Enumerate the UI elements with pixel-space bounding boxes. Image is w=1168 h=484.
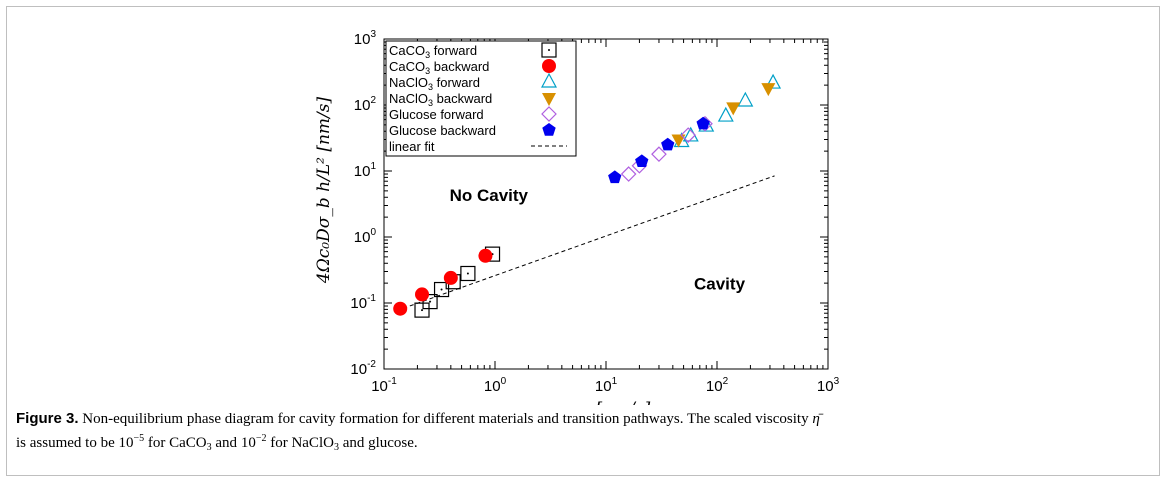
- point-caco3-forward: [460, 265, 476, 282]
- point-naclo3-forward: [765, 73, 782, 89]
- point-glucose-forward: [680, 127, 697, 143]
- point-caco3-forward: [422, 294, 438, 310]
- y-tick-label: 10-1: [350, 293, 376, 312]
- y-tick-label: 103: [354, 29, 377, 48]
- cavity-label: Cavity: [694, 275, 746, 294]
- legend-label-naclo3-forward: NaClO3 forward: [389, 75, 480, 92]
- square-marker: [541, 42, 557, 58]
- legend-box: [385, 40, 577, 157]
- y-axis-title: 4Ωc₀Dσ_b h/L² [nm/s]: [314, 97, 334, 285]
- legend-label-glucose-backward: Glucose backward: [389, 123, 496, 138]
- caption-label: Figure 3.: [16, 410, 79, 427]
- point-naclo3-backward: [761, 83, 776, 97]
- x-tick-label: 103: [817, 376, 840, 395]
- point-naclo3-forward: [717, 106, 734, 122]
- legend-label-glucose-forward: Glucose forward: [389, 107, 484, 122]
- point-caco3-backward: [443, 270, 458, 285]
- caption-base-2: 10: [240, 435, 256, 451]
- point-naclo3-backward: [671, 134, 686, 148]
- point-naclo3-forward: [737, 91, 754, 107]
- point-glucose-backward: [608, 170, 622, 184]
- caption-exp-1: −5: [133, 433, 145, 444]
- point-naclo3-backward: [726, 102, 741, 116]
- point-caco3-forward: [433, 281, 450, 298]
- legend-label-naclo3-backward: NaClO3 backward: [389, 91, 492, 108]
- y-tick-label: 102: [354, 95, 377, 114]
- point-glucose-forward: [651, 146, 667, 163]
- point-glucose-forward: [620, 166, 637, 182]
- caption-sub-1: 3: [206, 442, 212, 453]
- caption-text-4: and: [211, 435, 241, 451]
- legend-marker-glucose-backward: [542, 123, 556, 136]
- square-marker-dot: [421, 309, 424, 312]
- legend-label-linear-fit: linear fit: [389, 139, 435, 154]
- figure-caption: Figure 3. Non-equilibrium phase diagram …: [16, 409, 1146, 457]
- x-axis-title: u_z [nm/s]: [562, 399, 651, 405]
- legend-marker-glucose-forward: [541, 106, 557, 122]
- caption-text-1: Non-equilibrium phase diagram for cavity…: [78, 411, 813, 427]
- point-glucose-backward: [696, 116, 710, 130]
- legend-label-caco3-forward: CaCO3 forward: [389, 43, 477, 60]
- caption-text-2: is assumed to be: [16, 435, 119, 451]
- point-caco3-backward: [415, 287, 430, 302]
- figure-frame: [6, 6, 1160, 476]
- data-points: [393, 73, 782, 318]
- square-marker: [422, 294, 438, 310]
- y-tick-label: 100: [354, 227, 377, 246]
- no-cavity-label: No Cavity: [450, 186, 529, 205]
- legend-marker-naclo3-forward: [540, 72, 558, 88]
- caption-text-6: and glucose.: [338, 435, 418, 451]
- point-glucose-backward: [635, 154, 649, 167]
- caption-base-1: 10: [118, 435, 134, 451]
- caption-exp-2: −2: [255, 433, 267, 444]
- y-tick-label: 101: [354, 161, 377, 180]
- x-tick-label: 100: [484, 376, 507, 395]
- square-marker-dot: [548, 49, 550, 51]
- legend-label-caco3-backward: CaCO3 backward: [389, 59, 489, 76]
- square-marker: [414, 302, 430, 318]
- square-marker-dot: [429, 300, 432, 303]
- square-marker-dot: [440, 288, 443, 291]
- x-tick-label: 10-1: [371, 376, 397, 395]
- x-tick-label: 102: [706, 376, 729, 395]
- square-marker: [460, 265, 476, 282]
- x-tick-label: 101: [595, 376, 618, 395]
- caption-text-3: for CaCO: [144, 435, 207, 451]
- point-caco3-backward: [393, 301, 408, 316]
- point-glucose-backward: [661, 137, 675, 151]
- point-caco3-backward: [478, 248, 493, 263]
- square-marker: [433, 281, 450, 298]
- y-tick-label: 10-2: [350, 359, 376, 378]
- legend-marker-caco3-forward: [541, 42, 557, 58]
- caption-text-5: for NaClO: [266, 435, 334, 451]
- caption-sub-2: 3: [333, 442, 339, 453]
- y-tick-labels: 10-2 10-1 100 101 102 103: [350, 29, 376, 378]
- legend-marker-naclo3-backward: [542, 93, 556, 106]
- caption-eta: η̄: [812, 411, 820, 427]
- square-marker-dot: [466, 272, 469, 275]
- x-tick-labels: 10-1 100 101 102 103: [371, 376, 839, 395]
- point-caco3-forward: [414, 302, 430, 318]
- legend-marker-caco3-backward: [542, 59, 556, 73]
